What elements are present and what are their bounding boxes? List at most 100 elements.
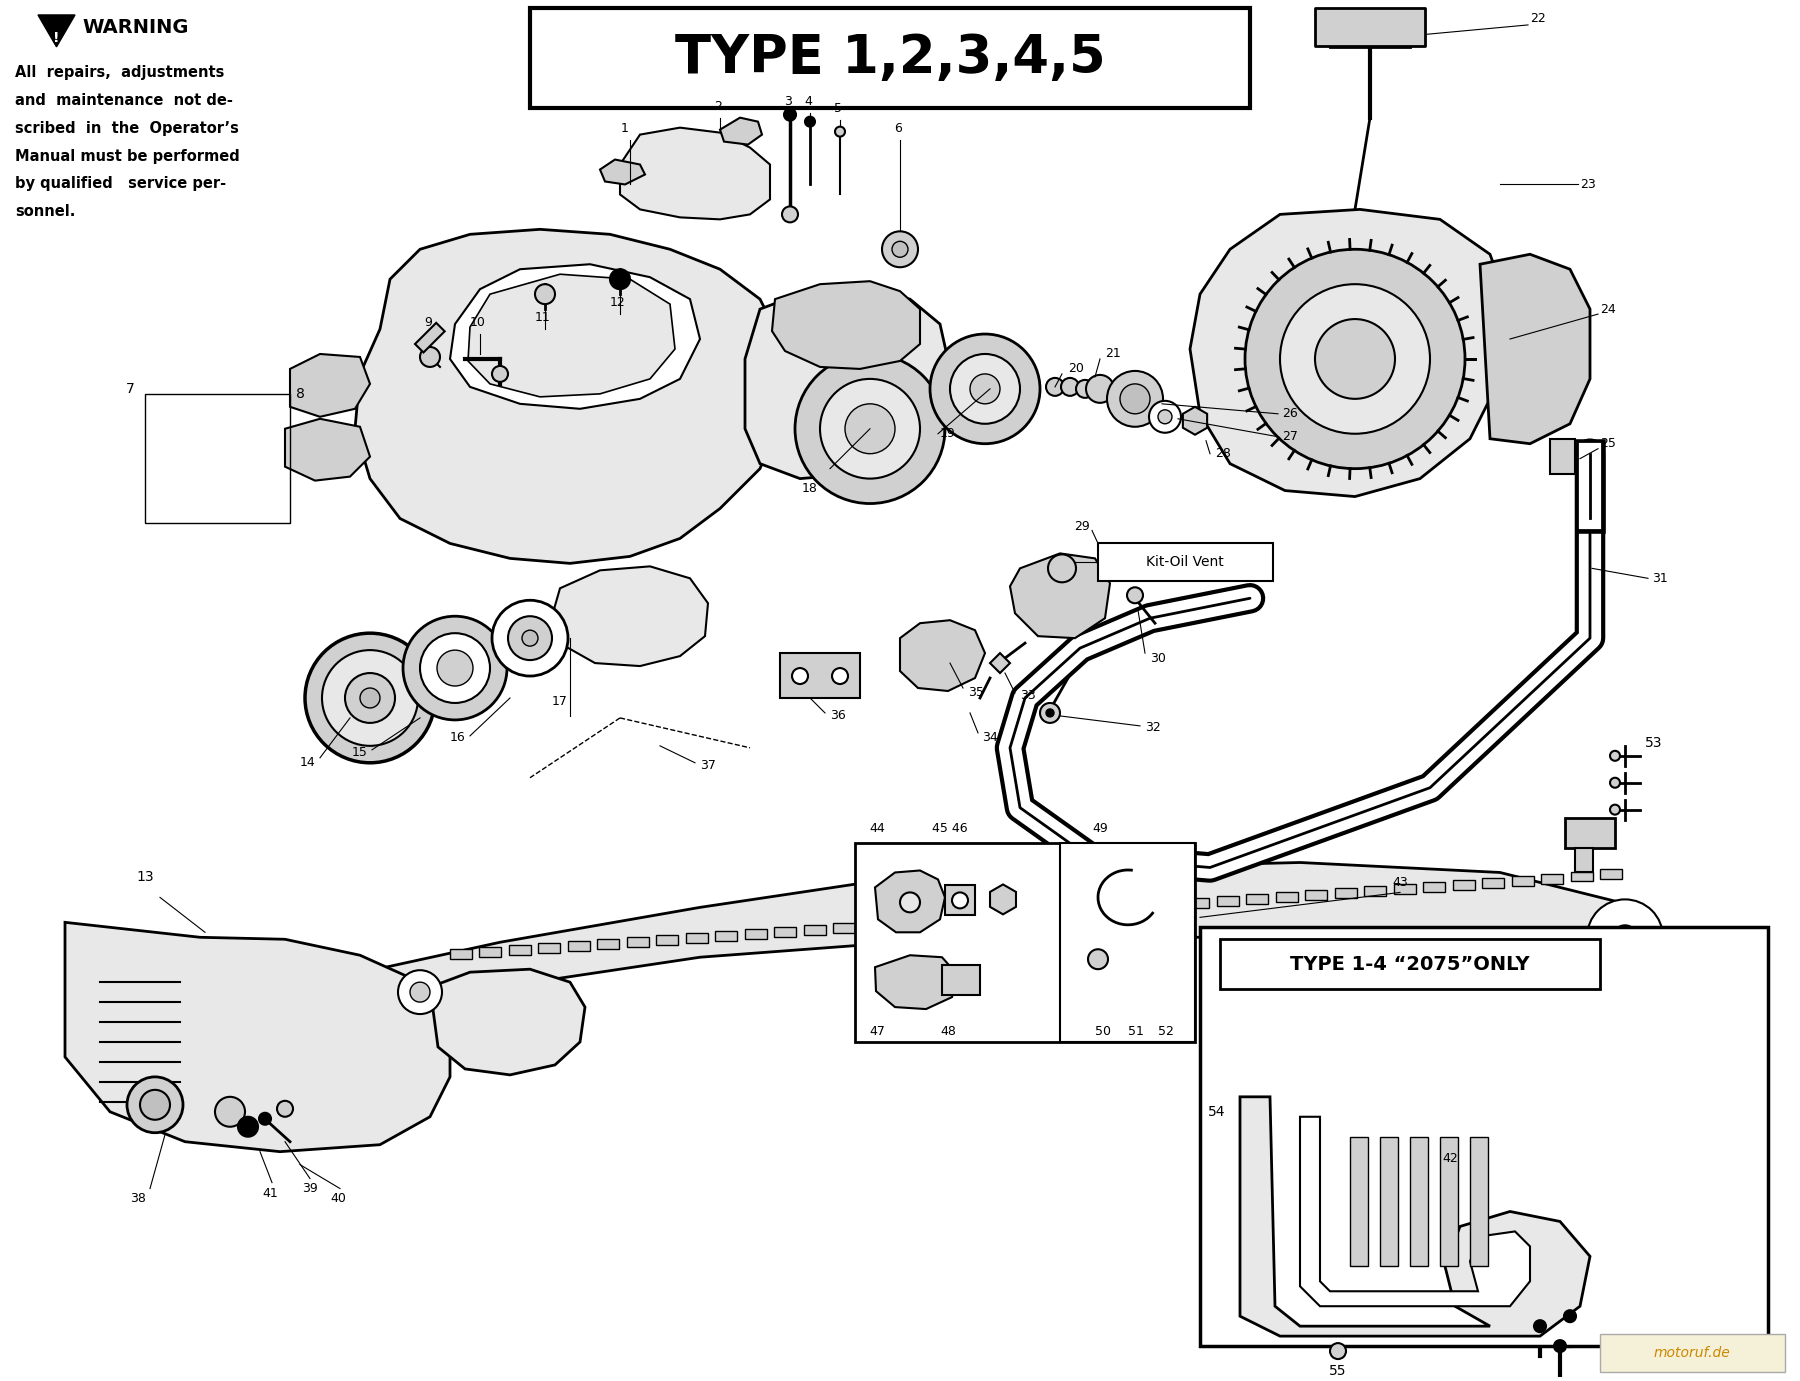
- Bar: [1541, 874, 1562, 884]
- Polygon shape: [340, 863, 1620, 1016]
- Text: 37: 37: [700, 760, 716, 772]
- Bar: [945, 885, 976, 916]
- Circle shape: [900, 892, 920, 913]
- Polygon shape: [1240, 1097, 1589, 1337]
- Text: !: !: [54, 30, 59, 46]
- Text: 17: 17: [553, 695, 569, 708]
- Circle shape: [1553, 1340, 1566, 1352]
- Text: 36: 36: [830, 710, 846, 722]
- Bar: [657, 935, 679, 945]
- Text: 45 46: 45 46: [932, 822, 968, 834]
- Text: 29: 29: [1075, 521, 1091, 533]
- Bar: [479, 947, 502, 957]
- Bar: [941, 965, 979, 996]
- Circle shape: [1613, 925, 1636, 949]
- Text: 2: 2: [715, 99, 722, 113]
- Polygon shape: [599, 160, 644, 185]
- Bar: [1575, 848, 1593, 873]
- Bar: [981, 913, 1003, 923]
- Text: 20: 20: [1067, 362, 1084, 376]
- Circle shape: [277, 1101, 293, 1117]
- Circle shape: [1048, 554, 1076, 583]
- Polygon shape: [38, 15, 76, 47]
- Circle shape: [1040, 703, 1060, 722]
- Text: 8: 8: [295, 387, 304, 400]
- Circle shape: [882, 232, 918, 268]
- Text: 38: 38: [130, 1192, 146, 1204]
- Text: 3: 3: [785, 95, 792, 108]
- Text: 51: 51: [1129, 1025, 1143, 1039]
- Circle shape: [304, 632, 436, 762]
- Bar: [1393, 884, 1415, 894]
- Bar: [1550, 439, 1575, 474]
- Text: by qualified   service per-: by qualified service per-: [14, 177, 227, 192]
- Circle shape: [1280, 284, 1429, 434]
- Polygon shape: [553, 566, 707, 666]
- Circle shape: [214, 1097, 245, 1127]
- Text: scribed  in  the  Operator’s: scribed in the Operator’s: [14, 120, 239, 135]
- Text: 32: 32: [1145, 721, 1161, 735]
- Text: sonnel.: sonnel.: [14, 204, 76, 220]
- Circle shape: [491, 366, 508, 383]
- Circle shape: [238, 1117, 257, 1137]
- Circle shape: [1609, 751, 1620, 761]
- Text: 19: 19: [940, 427, 956, 441]
- Circle shape: [1107, 371, 1163, 427]
- Bar: [893, 918, 914, 928]
- Circle shape: [491, 601, 569, 677]
- Bar: [1481, 878, 1505, 888]
- Circle shape: [1046, 708, 1055, 717]
- Circle shape: [781, 206, 797, 222]
- Polygon shape: [355, 229, 779, 563]
- Circle shape: [419, 632, 490, 703]
- Circle shape: [821, 378, 920, 479]
- Bar: [146, 394, 290, 523]
- Text: 27: 27: [1282, 431, 1298, 443]
- Circle shape: [1609, 778, 1620, 787]
- Polygon shape: [1010, 554, 1111, 638]
- Text: WARNING: WARNING: [83, 18, 189, 37]
- Text: 18: 18: [803, 482, 817, 494]
- Text: and  maintenance  not de-: and maintenance not de-: [14, 93, 232, 108]
- Polygon shape: [900, 620, 985, 690]
- Circle shape: [1534, 1320, 1546, 1333]
- Text: 39: 39: [302, 1182, 319, 1195]
- Bar: [715, 931, 738, 940]
- Bar: [1201, 927, 1768, 1346]
- Polygon shape: [875, 870, 945, 932]
- Circle shape: [360, 688, 380, 708]
- Bar: [1564, 818, 1615, 848]
- Bar: [1334, 888, 1357, 898]
- Text: Manual must be performed: Manual must be performed: [14, 149, 239, 163]
- Bar: [805, 925, 826, 935]
- Text: 40: 40: [329, 1192, 346, 1204]
- Bar: [1217, 896, 1238, 906]
- Polygon shape: [468, 275, 675, 396]
- Polygon shape: [65, 923, 450, 1152]
- Text: 12: 12: [610, 296, 626, 309]
- Text: 48: 48: [940, 1025, 956, 1039]
- Circle shape: [1246, 250, 1465, 468]
- Bar: [779, 653, 860, 697]
- Circle shape: [437, 650, 473, 686]
- Text: 33: 33: [1021, 689, 1035, 703]
- Text: 41: 41: [263, 1186, 277, 1200]
- Circle shape: [346, 673, 394, 722]
- Circle shape: [970, 374, 1001, 403]
- Text: 47: 47: [869, 1025, 886, 1039]
- Text: Kit-Oil Vent: Kit-Oil Vent: [1147, 555, 1224, 569]
- Bar: [1364, 885, 1386, 896]
- Circle shape: [931, 334, 1040, 443]
- Polygon shape: [290, 354, 371, 417]
- Text: 11: 11: [535, 311, 551, 325]
- Circle shape: [1046, 378, 1064, 396]
- Bar: [1157, 900, 1179, 910]
- Bar: [1440, 1137, 1458, 1266]
- Bar: [1040, 909, 1062, 918]
- Text: 23: 23: [1580, 178, 1597, 191]
- Text: 22: 22: [1530, 12, 1546, 25]
- Text: 50: 50: [1094, 1025, 1111, 1039]
- Text: 16: 16: [450, 732, 464, 744]
- Bar: [862, 921, 886, 931]
- Text: 5: 5: [833, 102, 842, 115]
